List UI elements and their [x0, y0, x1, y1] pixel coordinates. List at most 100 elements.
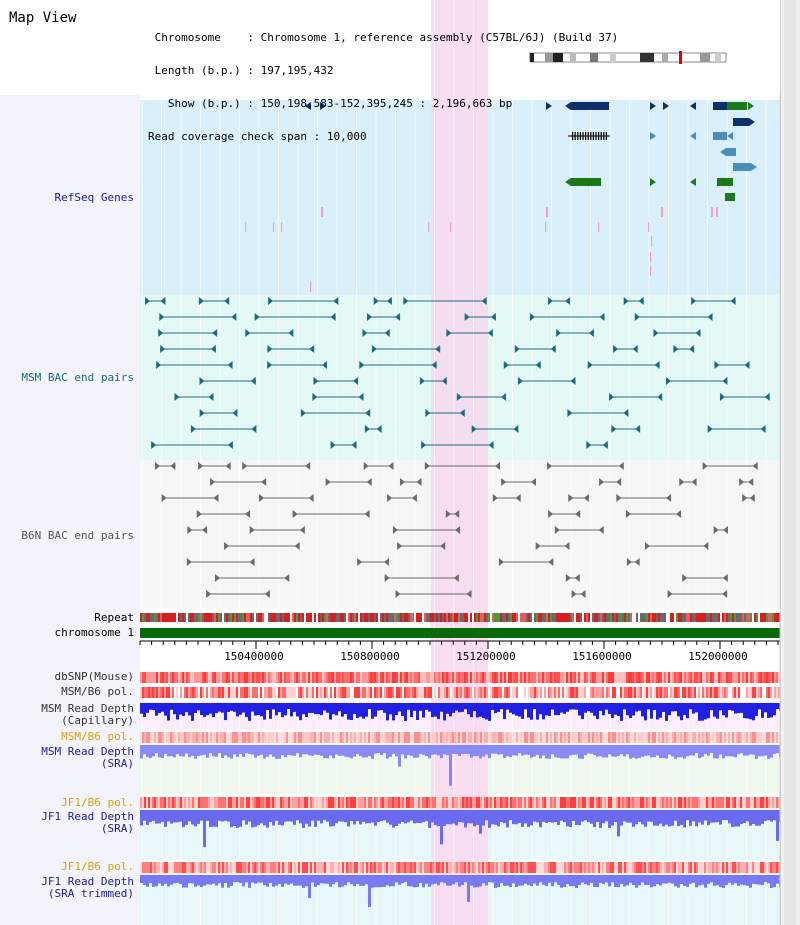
- track-label-msm-bac[interactable]: MSM BAC end pairs: [21, 371, 134, 384]
- jf1-sra-depth-bar: [638, 810, 641, 822]
- b6n-bac-pair-end: [580, 590, 586, 598]
- msm-pol-cell: [548, 687, 550, 698]
- dbsnp-cell: [522, 672, 524, 683]
- msm-pol2-cell: [276, 732, 278, 743]
- msm-pol2-cell: [148, 732, 150, 743]
- jf1-pol-cell: [286, 797, 288, 808]
- msm-pol-cell: [558, 687, 560, 698]
- jf1-pol-cell: [740, 797, 742, 808]
- msm-pol2-cell: [220, 732, 222, 743]
- msm-capillary-depth-bar: [260, 703, 263, 717]
- track-label-b6n-bac[interactable]: B6N BAC end pairs: [21, 529, 134, 542]
- dbsnp-cell: [732, 672, 734, 683]
- jf1-sra-depth-bar: [278, 810, 281, 825]
- msm-sra-depth-bar: [392, 745, 395, 754]
- msm-sra-depth-bar: [566, 745, 569, 759]
- jf1-pol2-cell: [758, 862, 760, 873]
- track-label-jf1-b6-pol-2[interactable]: JF1/B6 pol.: [61, 860, 134, 873]
- msm-sra-depth-bar: [221, 745, 224, 759]
- jf1-sra-depth-bar: [335, 810, 338, 824]
- msm-sra-depth-bar: [668, 745, 671, 755]
- msm-sra-depth-bar: [611, 745, 614, 757]
- msm-sra-depth-bar: [740, 745, 743, 754]
- jf1-pol2-cell: [502, 862, 504, 873]
- track-label-jf1-b6-pol[interactable]: JF1/B6 pol.: [61, 796, 134, 809]
- msm-pol2-cell: [154, 732, 156, 743]
- jf1-sra-depth-bar: [527, 810, 530, 827]
- msm-pol-cell: [672, 687, 674, 698]
- msm-sra-depth-bar: [545, 745, 548, 759]
- track-label-msm-b6-pol[interactable]: MSM/B6 pol.: [61, 685, 134, 698]
- msm-bac-pair-end: [174, 393, 180, 401]
- track-label-repeat[interactable]: Repeat: [94, 611, 134, 624]
- jf1-sra-depth-bar: [323, 810, 326, 821]
- msm-pol-cell: [578, 687, 580, 698]
- jf1-trimmed-depth-bar: [455, 875, 458, 883]
- msm-pol-cell: [226, 687, 228, 698]
- jf1-sra-depth-bar: [770, 810, 773, 822]
- msm-sra-depth-bar: [314, 745, 317, 755]
- gene-arrow: [565, 178, 571, 186]
- repeat-segment: [392, 613, 394, 622]
- msm-pol2-cell: [186, 732, 188, 743]
- msm-pol-cell: [550, 687, 552, 698]
- gene-arrow: [650, 102, 656, 110]
- scrollbar-thumb[interactable]: [784, 0, 796, 925]
- vertical-scrollbar[interactable]: [780, 0, 800, 925]
- msm-bac-pair-end: [456, 393, 462, 401]
- jf1-pol-cell: [366, 797, 368, 808]
- repeat-segment: [696, 613, 698, 622]
- dbsnp-cell: [292, 672, 294, 683]
- repeat-segment: [330, 613, 332, 622]
- msm-pol2-cell: [458, 732, 460, 743]
- msm-bac-pair-end: [312, 393, 318, 401]
- msm-capillary-depth-bar: [278, 703, 281, 713]
- jf1-pol2-cell: [542, 862, 544, 873]
- dbsnp-cell: [652, 672, 654, 683]
- chromosome-row: Chromosome : Chromosome 1, reference ass…: [154, 31, 619, 44]
- jf1-pol-cell: [640, 797, 642, 808]
- msm-pol-cell: [718, 687, 720, 698]
- msm-pol2-cell: [482, 732, 484, 743]
- msm-pol-cell: [296, 687, 298, 698]
- pseudogene-mark: [598, 222, 600, 232]
- msm-pol-cell: [410, 687, 412, 698]
- msm-pol-cell: [456, 687, 458, 698]
- jf1-sra-depth-bar: [503, 810, 506, 824]
- track-label-msm-depth-capillary[interactable]: MSM Read Depth (Capillary): [41, 703, 134, 727]
- b6n-bac-pair-end: [186, 558, 192, 566]
- msm-sra-depth-bar: [383, 745, 386, 754]
- msm-bac-pair-end: [351, 441, 357, 449]
- msm-pol-cell: [618, 687, 620, 698]
- jf1-pol2-cell: [728, 862, 730, 873]
- jf1-pol2-cell: [230, 862, 232, 873]
- msm-pol2-cell: [650, 732, 652, 743]
- track-label-msm-b6-pol-2[interactable]: MSM/B6 pol.: [61, 730, 134, 743]
- jf1-pol2-cell: [588, 862, 590, 873]
- track-label-msm-depth-sra[interactable]: MSM Read Depth (SRA): [41, 746, 134, 770]
- jf1-sra-depth-bar: [554, 810, 557, 823]
- axis-tick-label: 150400000: [224, 650, 284, 663]
- jf1-pol-cell: [260, 797, 262, 808]
- dbsnp-cell: [430, 672, 432, 683]
- jf1-pol2-cell: [616, 862, 618, 873]
- track-label-dbsnp[interactable]: dbSNP(Mouse): [54, 670, 134, 683]
- msm-sra-depth-bar: [575, 745, 578, 755]
- track-label-jf1-depth-sra[interactable]: JF1 Read Depth (SRA): [41, 811, 134, 835]
- dbsnp-cell: [618, 672, 620, 683]
- msm-sra-depth-bar: [344, 745, 347, 757]
- track-label-jf1-depth-trimmed[interactable]: JF1 Read Depth (SRA trimmed): [41, 876, 134, 900]
- jf1-trimmed-depth-bar: [611, 875, 614, 883]
- msm-capillary-depth-bar: [449, 703, 452, 717]
- msm-pol-cell: [750, 687, 752, 698]
- jf1-pol-cell: [596, 797, 598, 808]
- jf1-sra-depth-bar: [680, 810, 683, 825]
- track-label-refseq[interactable]: RefSeq Genes: [54, 191, 134, 204]
- msm-pol-cell: [284, 687, 286, 698]
- jf1-pol2-cell: [194, 862, 196, 873]
- track-label-chromosome[interactable]: chromosome 1: [54, 626, 134, 639]
- dbsnp-cell: [664, 672, 666, 683]
- repeat-segment: [382, 613, 384, 622]
- msm-capillary-depth-bar: [461, 703, 464, 712]
